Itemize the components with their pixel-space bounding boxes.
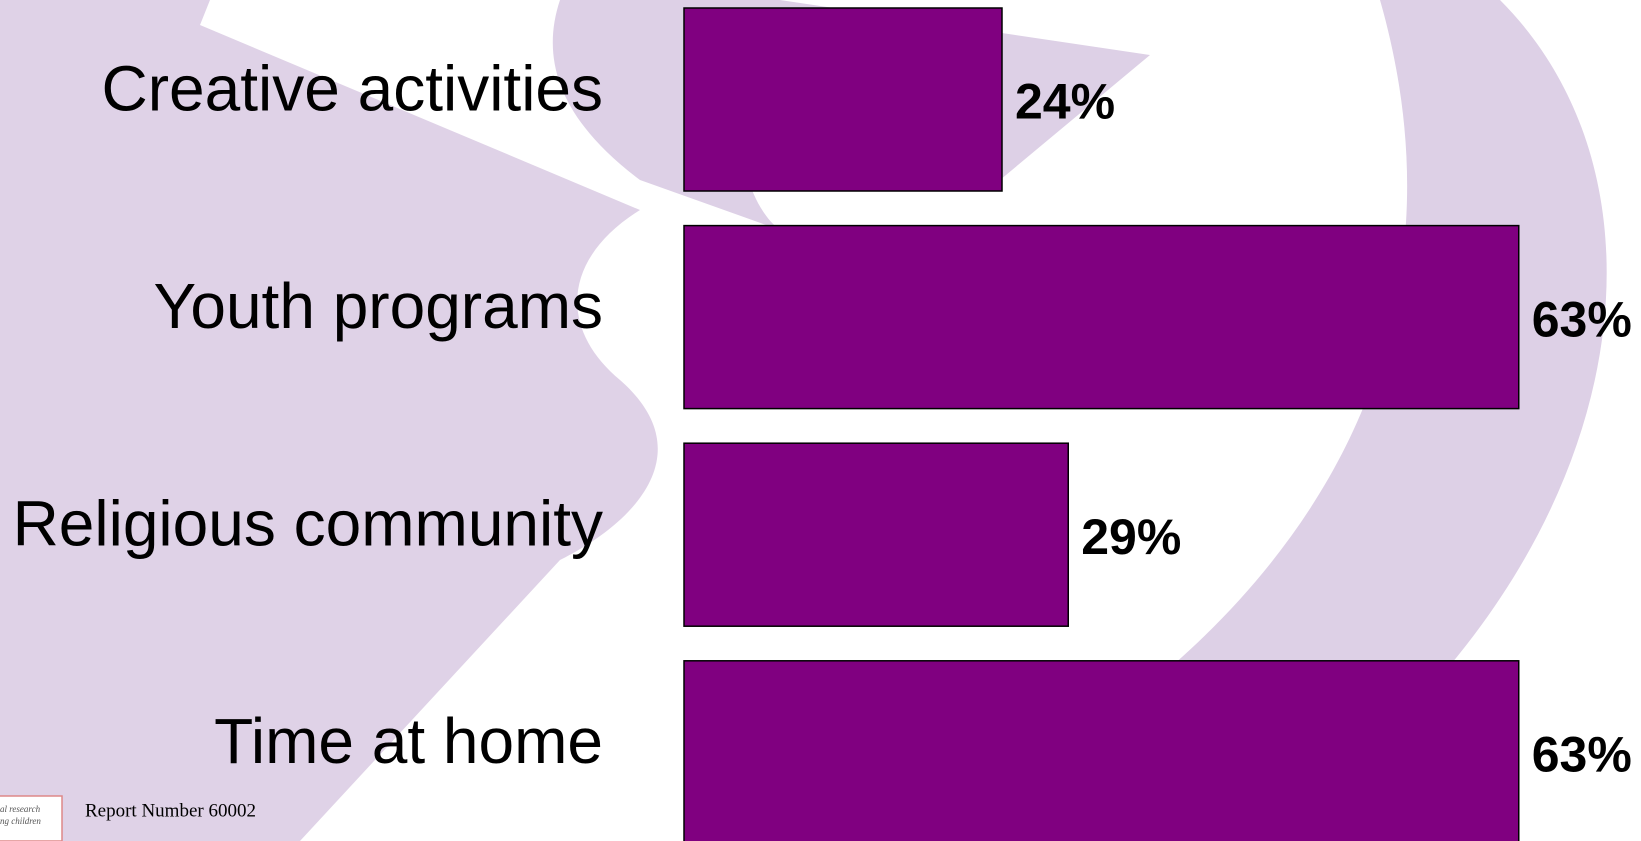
logo: al research ng children [0, 795, 63, 841]
value-label: 24% [1015, 74, 1115, 130]
category-label: Youth programs [154, 270, 603, 342]
bar [683, 660, 1520, 841]
bar [683, 7, 1003, 192]
value-label: 63% [1532, 727, 1632, 783]
value-label: 29% [1081, 509, 1181, 565]
category-label: Creative activities [102, 52, 604, 124]
bar [683, 442, 1069, 627]
category-label: Religious community [13, 488, 603, 560]
logo-text: al research [0, 804, 41, 814]
logo-text: ng children [0, 816, 41, 826]
report-number: Report Number 60002 [85, 800, 256, 821]
category-label: Time at home [214, 705, 603, 777]
value-label: 63% [1532, 291, 1632, 347]
bar [683, 224, 1520, 410]
logo-box [0, 795, 63, 841]
